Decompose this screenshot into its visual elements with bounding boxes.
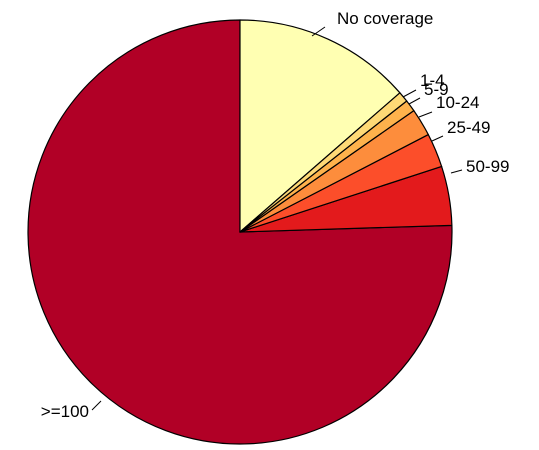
leader-line [431, 135, 444, 142]
leader-line [408, 97, 421, 105]
slice-label: 1-4 [420, 71, 445, 90]
pie-slice-no-coverage [239, 19, 401, 233]
slice-label: >=100 [41, 402, 89, 421]
label-leader-lines [91, 26, 463, 411]
slice-label: No coverage [337, 9, 433, 28]
slice-label: 25-49 [447, 118, 490, 137]
slice-label: 50-99 [466, 157, 509, 176]
leader-line [402, 89, 417, 98]
leader-line [311, 26, 326, 37]
pie-slices [27, 19, 453, 445]
slice-label: 5-9 [424, 80, 449, 99]
leader-line [418, 111, 433, 118]
leader-line [91, 400, 102, 411]
leader-line [450, 169, 463, 174]
slice-label: 10-24 [436, 93, 479, 112]
slice-labels: No coverage 1-45-910-24 25-49 50-99 >=100 [41, 9, 510, 421]
